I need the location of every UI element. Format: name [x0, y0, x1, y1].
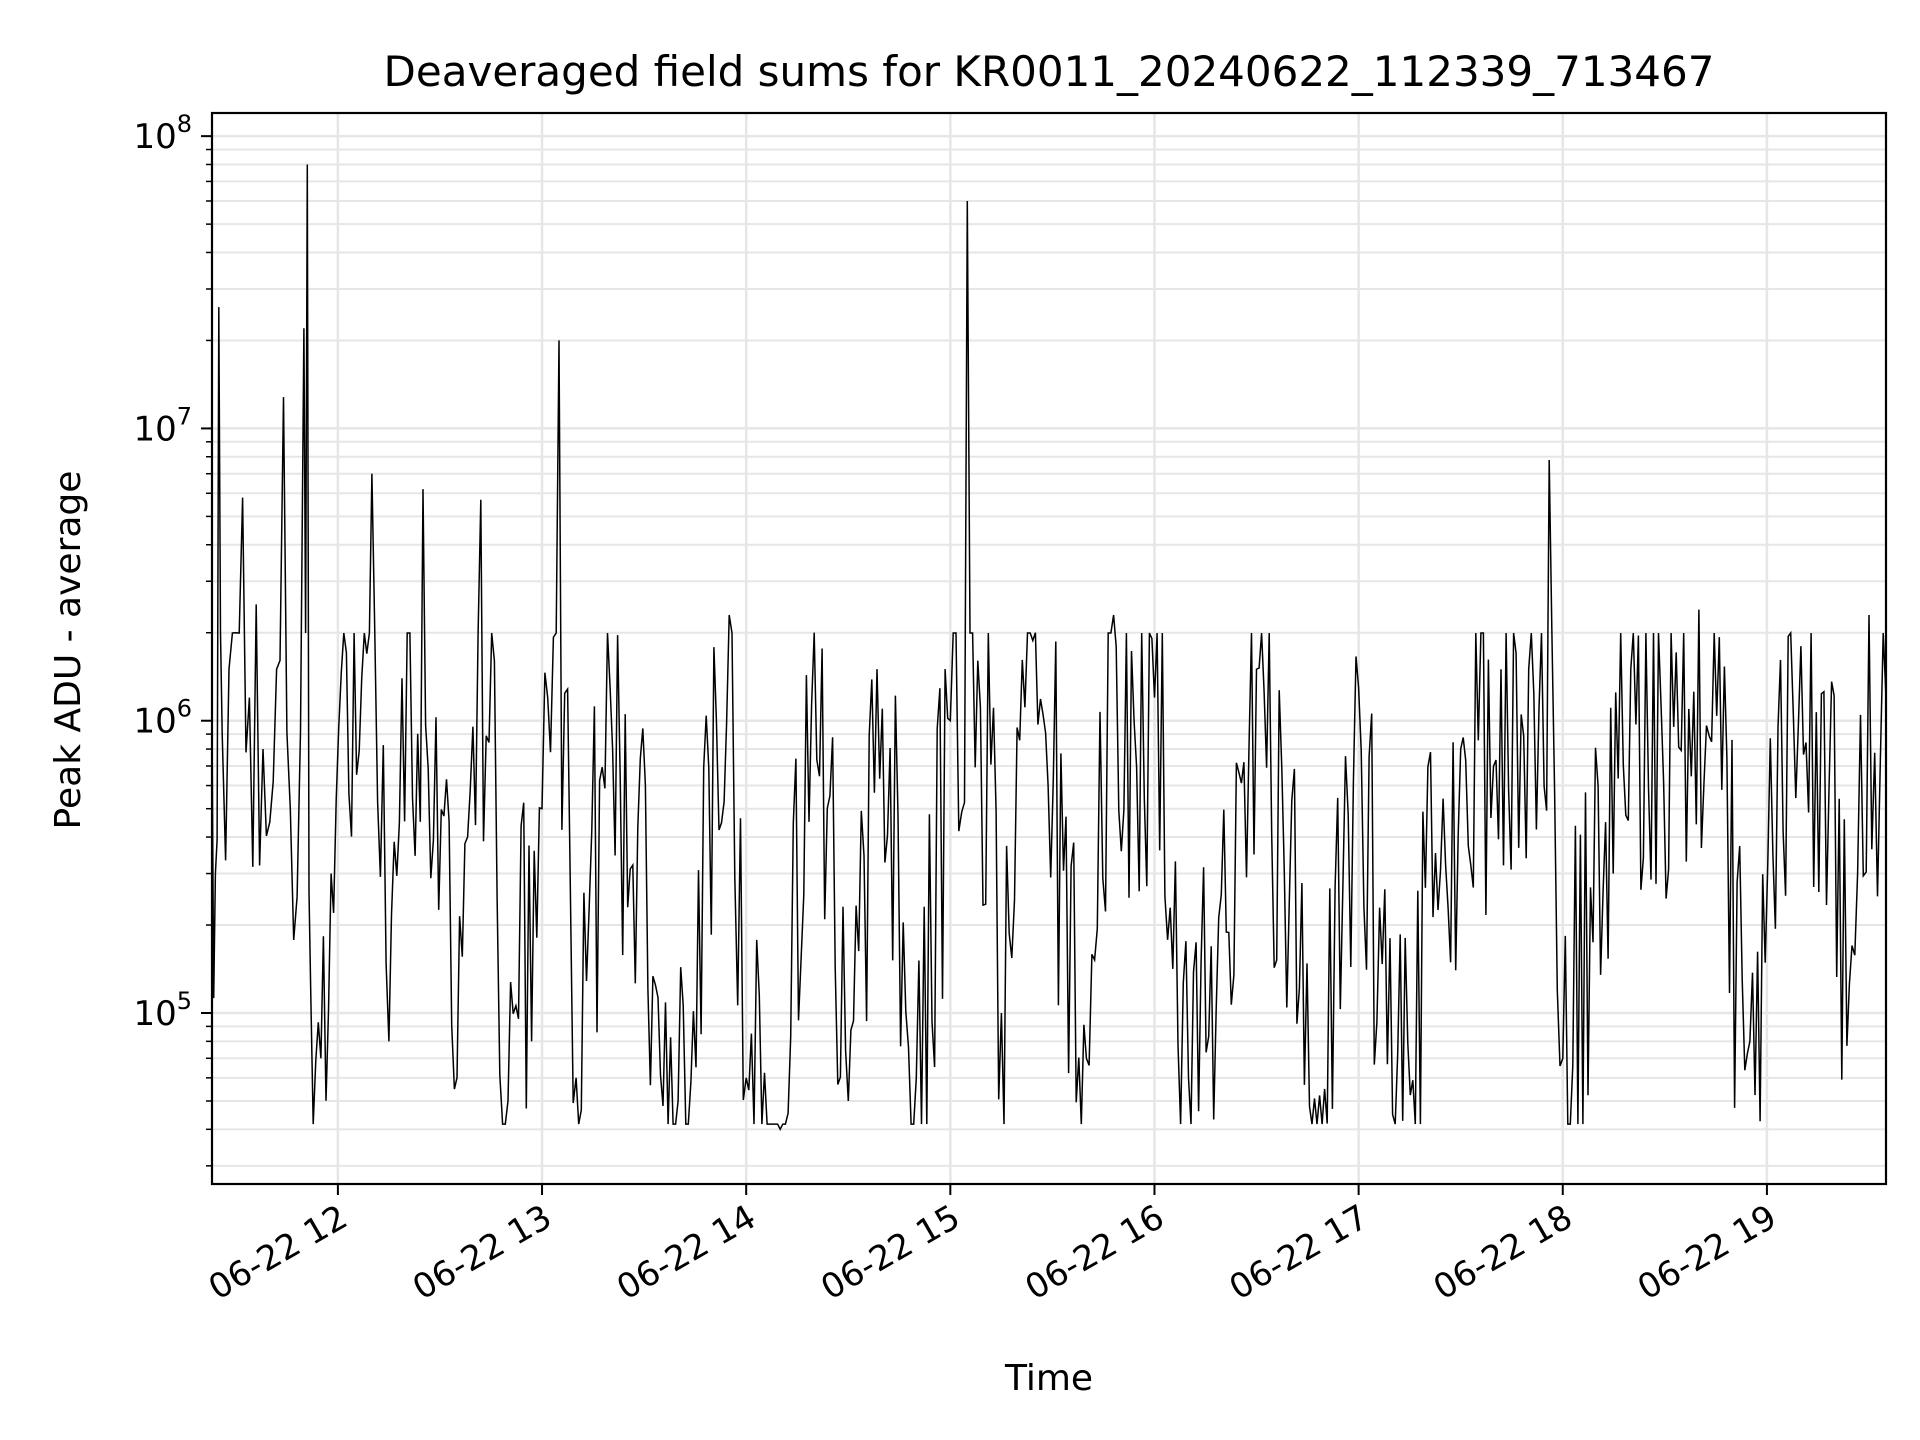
y-tick-label: 108: [133, 110, 192, 157]
y-tick-label: 107: [133, 402, 192, 449]
major-gridlines: [212, 113, 1886, 1184]
plot-frame: [210, 111, 1888, 1186]
y-axis-ticks: 105 106 107 108: [133, 110, 212, 1167]
y-axis-label: Peak ADU - average: [48, 471, 89, 830]
y-tick-label: 106: [133, 695, 192, 742]
chart-title: Deaveraged field sums for KR0011_2024062…: [384, 47, 1715, 96]
series-line: [211, 164, 1887, 1131]
x-axis-label: Time: [1004, 1358, 1093, 1399]
y-tick-label: 105: [133, 987, 192, 1034]
